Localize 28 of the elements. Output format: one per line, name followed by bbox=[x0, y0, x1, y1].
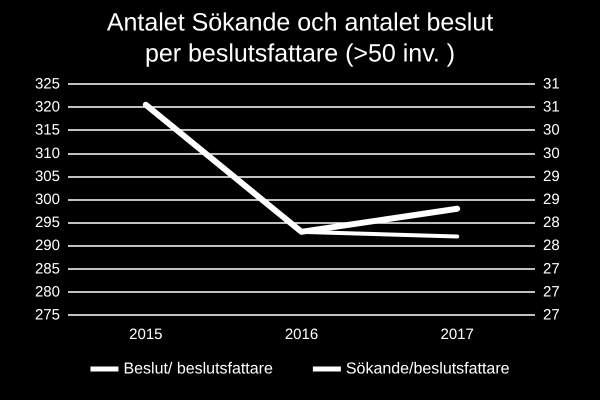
y-tick-label: 315 bbox=[34, 122, 60, 139]
y2-tick-label: 27 bbox=[543, 283, 560, 300]
y-tick-label: 285 bbox=[34, 260, 60, 278]
y-tick-label: 295 bbox=[34, 214, 60, 232]
x-tick-label: 2017 bbox=[440, 326, 474, 343]
y2-tick-label: 29 bbox=[543, 168, 560, 185]
y2-tick-label: 28 bbox=[543, 237, 560, 254]
y-tick-label: 320 bbox=[34, 98, 60, 116]
y-tick-label: 305 bbox=[34, 168, 60, 185]
y-tick-label: 310 bbox=[34, 144, 60, 162]
y2-tick-label: 28 bbox=[543, 214, 560, 232]
y2-tick-label: 31 bbox=[543, 98, 560, 116]
y2-tick-label: 30 bbox=[543, 144, 560, 162]
y2-tick-label: 27 bbox=[543, 306, 560, 324]
y2-tick-label: 31 bbox=[543, 76, 560, 92]
y-tick-label: 280 bbox=[34, 283, 60, 300]
x-tick-label: 2016 bbox=[284, 326, 318, 343]
y2-tick-label: 27 bbox=[543, 260, 560, 278]
y2-tick-label: 30 bbox=[543, 122, 560, 139]
legend-label: Sökande/beslutsfattare bbox=[346, 360, 510, 378]
y-tick-label: 290 bbox=[34, 237, 60, 254]
chart-title: Antalet Sökande och antalet beslut per beslutsfattare (>50 inv. ) bbox=[106, 8, 494, 68]
y2-tick-label: 29 bbox=[543, 191, 560, 208]
y-tick-label: 325 bbox=[34, 76, 60, 92]
x-tick-label: 2015 bbox=[129, 326, 163, 343]
y-tick-label: 275 bbox=[34, 306, 60, 324]
legend-label: Beslut/ beslutsfattare bbox=[123, 360, 273, 378]
y-tick-label: 300 bbox=[34, 191, 60, 208]
